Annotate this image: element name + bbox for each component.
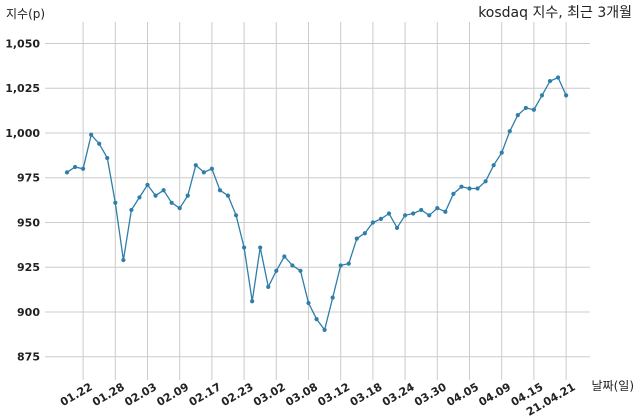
data-point bbox=[386, 211, 392, 216]
y-tick-label: 1,050 bbox=[5, 37, 40, 50]
x-tick-label: 02.23 bbox=[219, 380, 256, 409]
y-tick-label: 1,025 bbox=[5, 82, 40, 95]
data-point bbox=[370, 220, 375, 225]
data-point bbox=[564, 93, 569, 98]
x-tick-label: 03.30 bbox=[412, 380, 449, 409]
label-layer: 1,050 1,025 1,000 975 950 925 900 875 01.2201.28… bbox=[5, 37, 577, 418]
x-tick-label: 02.09 bbox=[155, 380, 192, 409]
x-tick-label: 03.24 bbox=[380, 380, 417, 409]
data-point bbox=[217, 188, 223, 193]
data-point bbox=[89, 132, 94, 137]
data-point bbox=[483, 179, 488, 184]
data-point bbox=[467, 186, 472, 191]
data-point bbox=[298, 268, 303, 273]
x-axis-title: 날짜(일) bbox=[592, 379, 634, 393]
data-point bbox=[81, 166, 86, 171]
y-axis-title: 지수(p) bbox=[6, 7, 45, 21]
y-tick-label: 1,000 bbox=[5, 127, 40, 140]
data-point bbox=[427, 213, 432, 218]
data-point bbox=[121, 257, 126, 263]
data-point bbox=[72, 164, 78, 170]
data-point bbox=[378, 216, 384, 221]
data-point bbox=[105, 155, 110, 161]
data-point bbox=[346, 261, 351, 266]
series-line bbox=[66, 76, 567, 332]
data-point bbox=[523, 105, 528, 111]
data-point bbox=[225, 193, 231, 198]
x-tick-label: 03.12 bbox=[316, 380, 353, 409]
x-tick-label: 04.05 bbox=[444, 380, 481, 409]
data-point bbox=[322, 327, 327, 332]
data-point bbox=[129, 207, 134, 213]
data-point bbox=[419, 207, 424, 213]
data-point bbox=[193, 163, 198, 168]
data-point bbox=[290, 263, 295, 268]
data-point bbox=[306, 300, 311, 306]
data-point bbox=[459, 184, 464, 189]
data-point bbox=[250, 299, 255, 304]
data-point bbox=[169, 200, 174, 205]
data-point bbox=[209, 166, 214, 171]
data-point bbox=[499, 150, 504, 155]
x-tick-label: 01.22 bbox=[58, 380, 95, 409]
y-tick-label: 925 bbox=[17, 261, 40, 274]
data-point bbox=[491, 163, 496, 168]
data-point bbox=[97, 141, 102, 146]
data-point bbox=[531, 107, 537, 112]
data-point bbox=[362, 231, 367, 236]
series-layer bbox=[64, 75, 569, 332]
data-point bbox=[185, 193, 190, 198]
data-point bbox=[539, 93, 545, 98]
y-tick-label: 900 bbox=[17, 306, 40, 319]
y-tick-label: 975 bbox=[17, 172, 40, 185]
data-point bbox=[274, 268, 279, 273]
data-point bbox=[145, 182, 150, 187]
data-point bbox=[161, 188, 166, 193]
x-tick-label: 02.03 bbox=[122, 380, 159, 409]
data-point bbox=[411, 211, 416, 216]
data-point bbox=[258, 245, 263, 250]
data-point bbox=[201, 170, 206, 175]
x-tick-label: 01.28 bbox=[90, 380, 127, 409]
data-point bbox=[515, 112, 520, 118]
y-tick-label: 950 bbox=[17, 216, 40, 229]
data-point bbox=[64, 170, 70, 175]
data-point bbox=[233, 213, 239, 218]
x-tick-label: 03.18 bbox=[348, 380, 385, 409]
data-point bbox=[451, 191, 456, 196]
data-point bbox=[394, 225, 400, 230]
data-point bbox=[435, 206, 440, 211]
data-point bbox=[177, 206, 182, 211]
data-point bbox=[338, 263, 343, 268]
data-point bbox=[354, 236, 359, 241]
data-point bbox=[242, 245, 247, 250]
x-tick-label: 03.08 bbox=[283, 380, 320, 409]
data-point bbox=[137, 195, 142, 200]
data-point bbox=[330, 295, 335, 300]
data-point bbox=[113, 200, 118, 205]
data-point bbox=[547, 78, 553, 84]
x-tick-label: 04.09 bbox=[477, 380, 514, 409]
data-point bbox=[443, 209, 448, 214]
y-tick-label: 875 bbox=[17, 351, 40, 364]
data-point bbox=[282, 254, 287, 259]
data-point bbox=[475, 186, 480, 191]
data-point bbox=[403, 213, 408, 218]
chart-title: kosdaq 지수, 최근 3개월 bbox=[478, 5, 632, 21]
x-tick-label: 03.02 bbox=[251, 380, 288, 409]
grid-layer bbox=[45, 22, 590, 380]
x-tick-label: 02.17 bbox=[187, 380, 224, 409]
data-point bbox=[266, 284, 271, 290]
data-point bbox=[555, 75, 561, 80]
data-point bbox=[153, 193, 158, 198]
data-point bbox=[314, 317, 319, 322]
data-point bbox=[507, 129, 512, 134]
